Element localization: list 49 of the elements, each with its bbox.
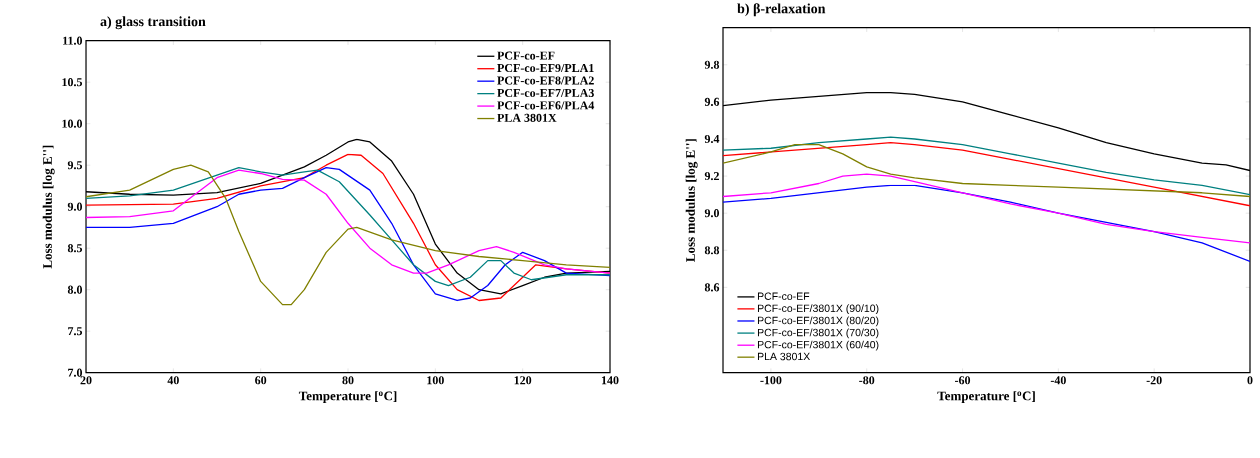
x-tick-label: -40 <box>1050 376 1066 385</box>
legend-label: PCF-co-EF/3801X (60/40) <box>757 340 879 351</box>
x-axis-title: Temperature [$^{o}$C] <box>298 391 397 404</box>
y-tick-label: 8.6 <box>704 283 720 292</box>
x-tick-label: 120 <box>514 376 532 385</box>
y-tick-label: 10.0 <box>62 119 83 128</box>
y-tick-label: 7.0 <box>68 368 83 377</box>
x-tick-label: 0 <box>1247 376 1253 385</box>
x-tick-label: -20 <box>1146 376 1162 385</box>
y-tick-label: 9.2 <box>704 172 719 181</box>
y-axis-title: Loss modulus [log E''] <box>685 139 698 263</box>
x-tick-label: 140 <box>601 376 619 385</box>
y-axis-title: Loss modulus [log E''] <box>42 145 55 269</box>
x-tick-label: 100 <box>427 376 444 385</box>
x-axis-title: Temperature [$^{o}$C] <box>937 391 1035 404</box>
x-tick-label: -100 <box>760 376 782 385</box>
legend-label: PCF-co-EF/3801X (90/10) <box>757 304 879 315</box>
legend-label: PCF-co-EF/3801X (70/30) <box>757 328 879 339</box>
line-series <box>723 136 1250 196</box>
legend-label: PCF-co-EF8/PLA2 <box>497 76 594 85</box>
legend-label: PCF-co-EF/3801X (80/20) <box>757 316 879 327</box>
y-tick-label: 9.6 <box>704 97 720 107</box>
x-tick-label: 20 <box>80 376 92 385</box>
y-tick-label: 11.0 <box>63 36 83 45</box>
line-series <box>723 173 1250 244</box>
legend-label: PCF-co-EF <box>497 51 555 60</box>
chart-title: b) β-relaxation <box>737 3 826 17</box>
legend-label: PLA 3801X <box>757 352 810 361</box>
x-tick-label: 80 <box>342 376 354 385</box>
legend-label: PCF-co-EF9/PLA1 <box>497 64 594 73</box>
y-tick-label: 9.0 <box>704 209 720 218</box>
y-tick-label: 9.5 <box>67 161 83 170</box>
y-tick-label: 9.0 <box>67 202 83 211</box>
legend-label: PCF-co-EF <box>757 292 810 301</box>
y-tick-label: 8.0 <box>67 285 83 294</box>
x-tick-label: -80 <box>859 376 875 385</box>
legend-label: PCF-co-EF6/PLA4 <box>497 101 595 110</box>
legend-label: PLA 3801X <box>497 113 557 123</box>
y-tick-label: 8.5 <box>67 244 83 253</box>
y-tick-label: 9.4 <box>704 135 720 144</box>
y-tick-label: 10.5 <box>62 78 83 87</box>
y-tick-label: 7.5 <box>68 327 83 336</box>
legend-label: PCF-co-EF7/PLA3 <box>497 89 594 98</box>
x-tick-label: -60 <box>954 376 971 385</box>
chart-title: a) glass transition <box>100 16 206 30</box>
x-tick-label: 60 <box>255 376 267 385</box>
x-tick-label: 40 <box>167 376 179 385</box>
y-tick-label: 9.8 <box>704 60 720 70</box>
y-tick-label: 8.8 <box>704 246 720 255</box>
